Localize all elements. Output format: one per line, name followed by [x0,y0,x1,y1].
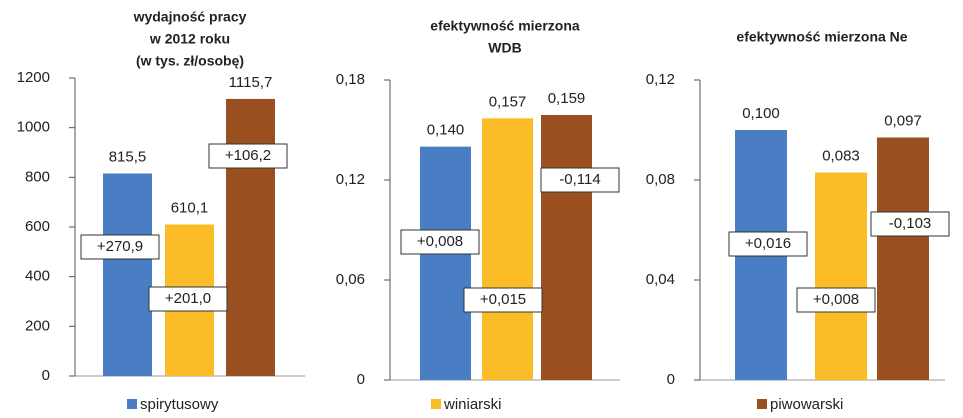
legend-swatch [757,399,767,409]
y-tick-label: 0 [42,367,50,384]
annotation-box [728,231,808,257]
data-label: 0,157 [489,93,527,110]
annotation: +201,0 [165,290,211,307]
annotation: -0,114 [559,171,600,188]
annotation: -0,103 [889,215,932,232]
data-label: 815,5 [109,148,147,165]
data-label: 1115,7 [229,74,273,91]
legend-label: piwowarski [770,396,843,413]
y-tick-label: 0,08 [646,171,675,188]
annotation: +0,015 [480,291,526,308]
chart-title: (w tys. zł/osobę) [136,53,244,69]
bar [226,98,275,376]
y-tick-label: 0 [357,371,365,388]
annotation-box [80,234,160,260]
annotation-box [400,229,480,255]
annotation-box [148,286,228,312]
annotation: +0,008 [813,291,859,308]
annotation: +106,2 [225,147,271,164]
annotation: +0,016 [745,235,791,252]
y-tick-label: 0 [667,371,675,388]
data-label: 0,100 [742,105,780,122]
annotation: +270,9 [97,238,143,255]
annotation-box [870,211,950,237]
chart-title: WDB [488,40,521,56]
y-tick-label: 0,18 [336,71,365,88]
y-tick-label: 600 [25,218,50,235]
chart-title: w 2012 roku [149,31,230,47]
bar [420,146,471,380]
y-tick-label: 800 [25,168,50,185]
data-label: 0,083 [822,147,860,164]
y-tick-label: 0,12 [336,171,365,188]
y-tick-label: 200 [25,317,50,334]
annotation-box [540,167,620,193]
chart-title: efektywność mierzona Ne [736,29,907,45]
legend-swatch [127,399,137,409]
data-label: 0,159 [548,90,586,107]
y-tick-label: 1200 [17,69,50,86]
annotation: +0,008 [417,233,463,250]
annotation-box [208,143,288,169]
y-tick-label: 0,04 [646,271,675,288]
data-label: 0,140 [427,122,465,139]
annotation-box [796,287,876,313]
bar [877,137,929,380]
y-tick-label: 0,12 [646,71,675,88]
bar [103,173,152,376]
data-label: 610,1 [171,199,209,216]
bar [541,115,592,380]
bar [482,118,533,380]
y-tick-label: 400 [25,268,50,285]
legend-swatch [431,399,441,409]
legend-label: spirytusowy [140,396,219,413]
chart-title: wydajność pracy [133,9,247,25]
y-tick-label: 1000 [17,119,50,136]
y-tick-label: 0,06 [336,271,365,288]
data-label: 0,097 [884,112,922,129]
legend-label: winiarski [443,396,502,413]
chart-title: efektywność mierzona [430,18,580,34]
bar [815,172,867,380]
annotation-box [463,287,543,313]
